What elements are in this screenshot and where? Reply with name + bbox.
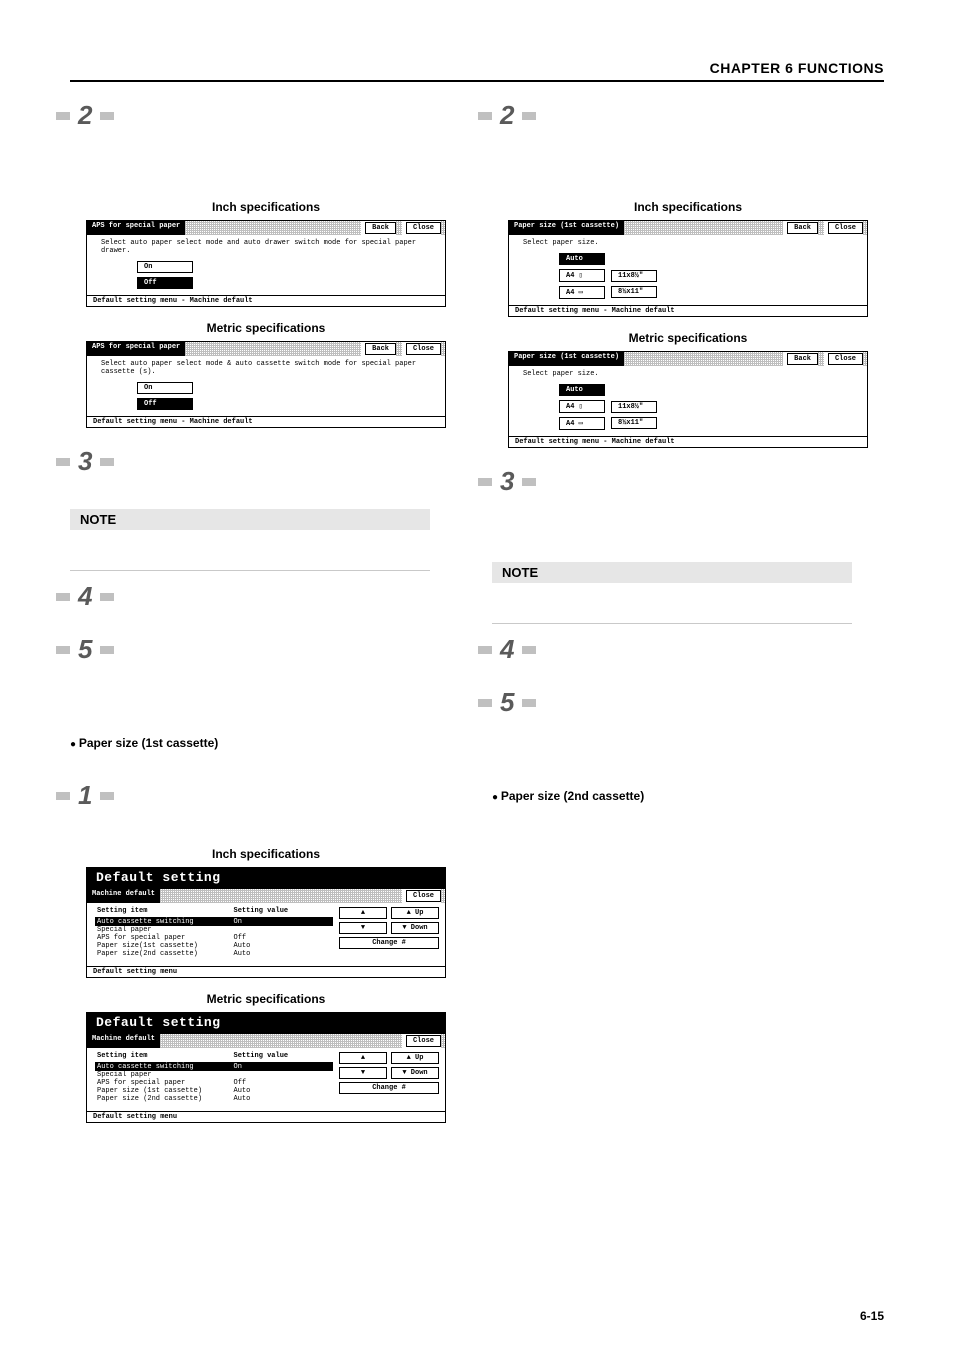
ds-bar-title: Machine default bbox=[87, 1034, 160, 1048]
ds-col-value: Setting value bbox=[234, 907, 332, 915]
up-small-button[interactable]: ▲ bbox=[339, 907, 387, 919]
close-button[interactable]: Close bbox=[406, 890, 441, 902]
option-on[interactable]: On bbox=[137, 382, 193, 394]
panel-footer: Default setting menu - Machine default bbox=[508, 437, 868, 448]
ds-row[interactable]: Special paper bbox=[95, 1071, 333, 1079]
option-off[interactable]: Off bbox=[137, 398, 193, 410]
close-button[interactable]: Close bbox=[406, 343, 441, 355]
ds-col-item: Setting item bbox=[97, 907, 234, 915]
note-label: NOTE bbox=[492, 562, 852, 583]
step-2: 2 bbox=[492, 100, 522, 131]
note-label: NOTE bbox=[70, 509, 430, 530]
down-small-button[interactable]: ▼ bbox=[339, 922, 387, 934]
ds-big-title: Default setting bbox=[86, 867, 446, 888]
left-column: 2 Inch specifications APS for special pa… bbox=[70, 100, 462, 1129]
page-number: 6-15 bbox=[860, 1309, 884, 1323]
panel-footer: Default setting menu bbox=[86, 1112, 446, 1123]
ds-col-item: Setting item bbox=[97, 1052, 234, 1060]
step-5: 5 bbox=[492, 687, 522, 718]
back-button[interactable]: Back bbox=[787, 353, 818, 365]
close-button[interactable]: Close bbox=[828, 353, 863, 365]
ds-big-title: Default setting bbox=[86, 1012, 446, 1033]
papersize-panel-inch: Paper size (1st cassette) Back Close Sel… bbox=[508, 220, 868, 317]
ds-row[interactable]: Special paper bbox=[95, 926, 333, 934]
down-button[interactable]: ▼ Down bbox=[391, 1067, 439, 1079]
label-inch: Inch specifications bbox=[70, 847, 462, 861]
change-button[interactable]: Change # bbox=[339, 937, 439, 949]
step-3: 3 bbox=[70, 446, 100, 477]
ds-list: Setting item Setting value Auto cassette… bbox=[95, 907, 333, 958]
back-button[interactable]: Back bbox=[365, 343, 396, 355]
note-rule bbox=[70, 570, 430, 571]
label-metric: Metric specifications bbox=[492, 331, 884, 345]
up-small-button[interactable]: ▲ bbox=[339, 1052, 387, 1064]
option-a4l[interactable]: A4 ▭ bbox=[559, 417, 605, 430]
ds-row[interactable]: Paper size(2nd cassette)Auto bbox=[95, 950, 333, 958]
note-rule bbox=[492, 623, 852, 624]
panel-footer: Default setting menu - Machine default bbox=[508, 306, 868, 317]
back-button[interactable]: Back bbox=[787, 222, 818, 234]
step-5: 5 bbox=[70, 634, 100, 665]
right-column: 2 Inch specifications Paper size (1st ca… bbox=[492, 100, 884, 1129]
ds-row[interactable]: APS for special paperOff bbox=[95, 934, 333, 942]
label-metric: Metric specifications bbox=[70, 321, 462, 335]
ds-row[interactable]: Paper size (1st cassette)Auto bbox=[95, 1087, 333, 1095]
option-off[interactable]: Off bbox=[137, 277, 193, 289]
panel-desc: Select auto paper select mode and auto d… bbox=[101, 239, 435, 255]
ds-row[interactable]: Auto cassette switchingOn bbox=[95, 918, 333, 926]
step-4: 4 bbox=[492, 634, 522, 665]
up-button[interactable]: ▲ Up bbox=[391, 1052, 439, 1064]
option-auto[interactable]: Auto bbox=[559, 253, 605, 265]
panel-footer: Default setting menu - Machine default bbox=[86, 296, 446, 307]
back-button[interactable]: Back bbox=[365, 222, 396, 234]
step-2: 2 bbox=[70, 100, 100, 131]
ds-row[interactable]: Paper size (2nd cassette)Auto bbox=[95, 1095, 333, 1103]
option-on[interactable]: On bbox=[137, 261, 193, 273]
down-small-button[interactable]: ▼ bbox=[339, 1067, 387, 1079]
close-button[interactable]: Close bbox=[828, 222, 863, 234]
step-4: 4 bbox=[70, 581, 100, 612]
label-inch: Inch specifications bbox=[492, 200, 884, 214]
panel-title: APS for special paper bbox=[87, 342, 185, 356]
aps-panel-inch: APS for special paper Back Close Select … bbox=[86, 220, 446, 307]
panel-desc: Select paper size. bbox=[523, 370, 857, 378]
panel-footer: Default setting menu - Machine default bbox=[86, 417, 446, 428]
ds-row[interactable]: Auto cassette switchingOn bbox=[95, 1063, 333, 1071]
heading-paper-1st: Paper size (1st cassette) bbox=[70, 736, 462, 750]
label-metric: Metric specifications bbox=[70, 992, 462, 1006]
ds-row[interactable]: Paper size(1st cassette)Auto bbox=[95, 942, 333, 950]
ds-col-value: Setting value bbox=[234, 1052, 332, 1060]
label-inch: Inch specifications bbox=[70, 200, 462, 214]
panel-desc: Select auto paper select mode & auto cas… bbox=[101, 360, 435, 376]
option-a4p[interactable]: A4 ▯ bbox=[559, 400, 605, 413]
change-button[interactable]: Change # bbox=[339, 1082, 439, 1094]
option-size-1[interactable]: 11x8½" bbox=[611, 270, 657, 282]
panel-footer: Default setting menu bbox=[86, 967, 446, 978]
panel-desc: Select paper size. bbox=[523, 239, 857, 247]
option-size-1[interactable]: 11x8½" bbox=[611, 401, 657, 413]
up-button[interactable]: ▲ Up bbox=[391, 907, 439, 919]
option-size-2[interactable]: 8½x11" bbox=[611, 417, 657, 429]
panel-title: APS for special paper bbox=[87, 221, 185, 235]
down-button[interactable]: ▼ Down bbox=[391, 922, 439, 934]
option-size-2[interactable]: 8½x11" bbox=[611, 286, 657, 298]
option-a4p[interactable]: A4 ▯ bbox=[559, 269, 605, 282]
default-setting-panel-inch: Default setting Machine default Close Se… bbox=[86, 867, 446, 978]
close-button[interactable]: Close bbox=[406, 1035, 441, 1047]
ds-list: Setting item Setting value Auto cassette… bbox=[95, 1052, 333, 1103]
page-header: CHAPTER 6 FUNCTIONS bbox=[70, 60, 884, 82]
ds-bar-title: Machine default bbox=[87, 889, 160, 903]
ds-row[interactable]: APS for special paperOff bbox=[95, 1079, 333, 1087]
panel-title: Paper size (1st cassette) bbox=[509, 221, 624, 235]
option-a4l[interactable]: A4 ▭ bbox=[559, 286, 605, 299]
step-1: 1 bbox=[70, 780, 100, 811]
close-button[interactable]: Close bbox=[406, 222, 441, 234]
heading-paper-2nd: Paper size (2nd cassette) bbox=[492, 789, 884, 803]
default-setting-panel-metric: Default setting Machine default Close Se… bbox=[86, 1012, 446, 1123]
aps-panel-metric: APS for special paper Back Close Select … bbox=[86, 341, 446, 428]
step-3: 3 bbox=[492, 466, 522, 497]
option-auto[interactable]: Auto bbox=[559, 384, 605, 396]
papersize-panel-metric: Paper size (1st cassette) Back Close Sel… bbox=[508, 351, 868, 448]
panel-title: Paper size (1st cassette) bbox=[509, 352, 624, 366]
